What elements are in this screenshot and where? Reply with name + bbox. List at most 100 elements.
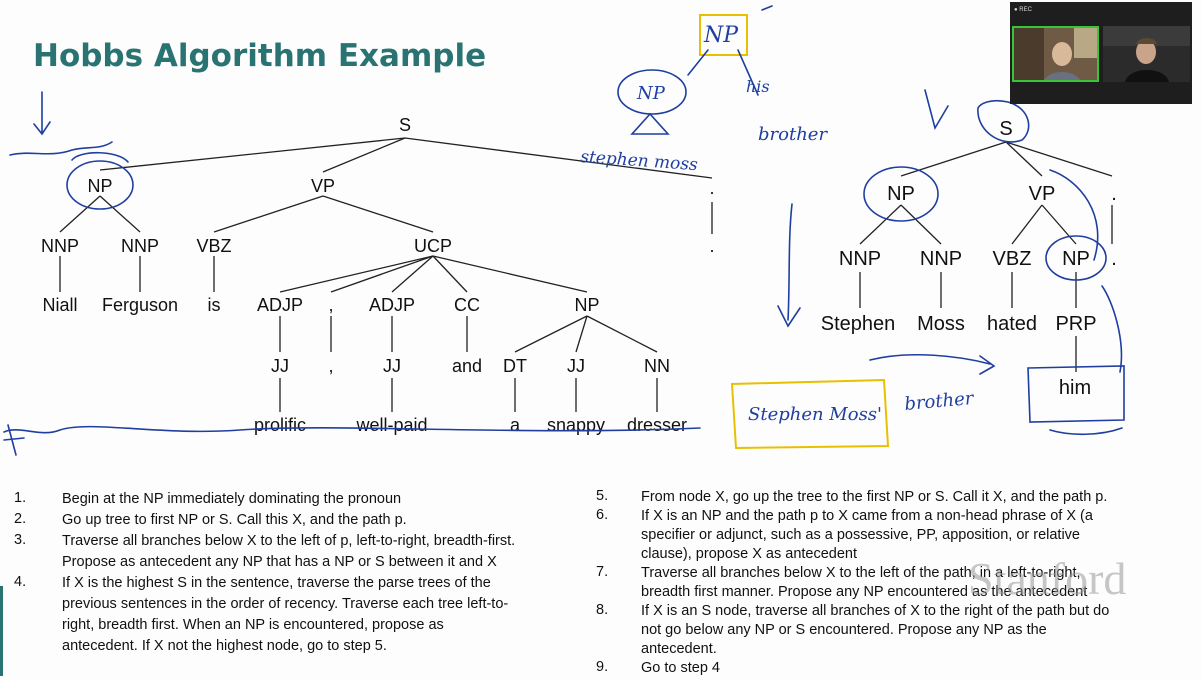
tree1-node: S (399, 115, 411, 135)
ink-circle-np2 (863, 166, 939, 222)
ink-arrow-s (924, 89, 1030, 143)
tree1-labels: S NP VP . NNP NNP VBZ UCP . Niall Fergus… (41, 115, 715, 435)
ink-circle-np3 (1045, 235, 1107, 281)
tree1-word: a (510, 415, 521, 435)
tree2-node: NP (887, 183, 915, 205)
ink-np-branch (687, 49, 759, 96)
ink-his: his (746, 77, 770, 96)
step-text-line: If X is the highest S in the sentence, t… (62, 575, 491, 591)
tree2-node: NP (1062, 248, 1090, 270)
tree2-node: S (999, 118, 1012, 140)
participant-2-video (1103, 26, 1190, 82)
tree1-node: JJ (383, 356, 401, 376)
tree2-node: VP (1029, 183, 1056, 205)
ink-highlight-box-2 (730, 378, 890, 450)
tree2-node: NNP (920, 248, 962, 270)
tree1-word: dresser (627, 415, 687, 435)
ink-circle-np-left (617, 69, 687, 115)
tree1-node: NP (574, 295, 599, 315)
tree1-node: , (328, 356, 333, 376)
tree1-word: and (452, 356, 482, 376)
tree1-node: UCP (414, 236, 452, 256)
tree2-node: . (1111, 183, 1117, 205)
down-arrow-icon (33, 91, 51, 136)
tree1-node: ADJP (369, 295, 415, 315)
tree2-word: him (1059, 377, 1091, 399)
recording-indicator: ● REC (1014, 7, 1032, 13)
step-number: 3. (14, 532, 27, 548)
accent-bar (0, 586, 3, 676)
tree1-word: is (208, 295, 221, 315)
tree1-node: , (328, 295, 333, 315)
step-text-line: antecedent. (641, 641, 717, 657)
tree1-node: JJ (567, 356, 585, 376)
tree1-node: NNP (121, 236, 159, 256)
step-text-line: right, breadth first. When an NP is enco… (62, 617, 444, 633)
ink-underline (3, 425, 701, 434)
ink-curve (1049, 169, 1099, 261)
tree2-node: VBZ (993, 248, 1032, 270)
tree2-node: NNP (839, 248, 881, 270)
tree1-word: Niall (42, 295, 77, 315)
step-number: 4. (14, 574, 27, 590)
tree2-word: Stephen (821, 313, 896, 335)
tree1-node: CC (454, 295, 480, 315)
ink-cross (3, 424, 25, 456)
step-number: 6. (596, 507, 609, 523)
step-text-line: not go below any NP or S encountered. Pr… (641, 622, 1047, 638)
ink-triangle (630, 112, 670, 135)
ink-curve-2 (1101, 285, 1123, 373)
step-text-line: Traverse all branches below X to the lef… (641, 565, 1081, 581)
tree1-node: ADJP (257, 295, 303, 315)
step-text-line: Propose as antecedent any NP that has a … (62, 554, 497, 570)
participant-video-tile-2[interactable] (1103, 26, 1190, 82)
ink-right-arrow-icon (869, 354, 996, 375)
participant-1-video (1014, 28, 1097, 80)
tree2-labels: S NP VP . NNP NNP VBZ NP . Stephen Moss … (821, 118, 1117, 399)
ink-highlight-box (699, 14, 748, 56)
video-panel[interactable]: ● REC (1010, 2, 1192, 104)
ink-underline-him (1049, 427, 1123, 436)
ink-stephen-moss-box: Stephen Moss' (748, 404, 882, 425)
step-text-line: If X is an NP and the path p to X came f… (641, 508, 1093, 524)
ink-stephen-moss: stephen moss (580, 147, 699, 175)
tree1-node: JJ (271, 356, 289, 376)
step-text-line: antecedent. If X not the highest node, g… (62, 638, 387, 654)
tree1-node: NNP (41, 236, 79, 256)
step-number: 8. (596, 602, 609, 618)
ink-text: NP NP stephen moss his brother Stephen M… (580, 23, 976, 425)
tree1-node: DT (503, 356, 527, 376)
tree1-word: well-paid (355, 415, 427, 435)
step-number: 9. (596, 659, 609, 675)
tree1-node: . (709, 178, 714, 198)
tree1-word: prolific (254, 415, 306, 435)
tree2-word: hated (987, 313, 1037, 335)
tree1-edges (59, 137, 713, 412)
step-number: 1. (14, 490, 27, 506)
tree2-edges (859, 141, 1113, 372)
tree1-node: VP (311, 176, 335, 196)
tree1-node: VBZ (196, 236, 231, 256)
step-text-line: clause), propose X as antecedent (641, 546, 858, 562)
slide-title: Hobbs Algorithm Example (33, 38, 487, 74)
step-number: 2. (14, 511, 27, 527)
participant-video-tile-1[interactable] (1012, 26, 1099, 82)
ink-brother-2: brother (904, 388, 976, 415)
ink-circle-stroke (71, 151, 129, 163)
step-text-line: specifier or adjunct, such as a possessi… (641, 527, 1080, 543)
step-number: 7. (596, 564, 609, 580)
tree2-node: PRP (1055, 313, 1096, 335)
tree1-word: Ferguson (102, 295, 178, 315)
ink-annotations (3, 5, 1125, 456)
step-text-line: previous sentences in the order of recen… (62, 596, 509, 612)
ink-circle-np (66, 160, 134, 210)
step-text-line: If X is an S node, traverse all branches… (641, 603, 1110, 619)
ink-np-top: NP (703, 23, 739, 48)
parse-trees: S NP VP . NNP NNP VBZ UCP . Niall Fergus… (3, 5, 1125, 456)
ink-box-him (1027, 365, 1125, 423)
tree1-node: . (709, 236, 714, 256)
step-text-line: Begin at the NP immediately dominating t… (62, 491, 402, 507)
tree1-node: NN (644, 356, 670, 376)
step-text-line: From node X, go up the tree to the first… (641, 489, 1108, 505)
tree1-node: NP (87, 176, 112, 196)
